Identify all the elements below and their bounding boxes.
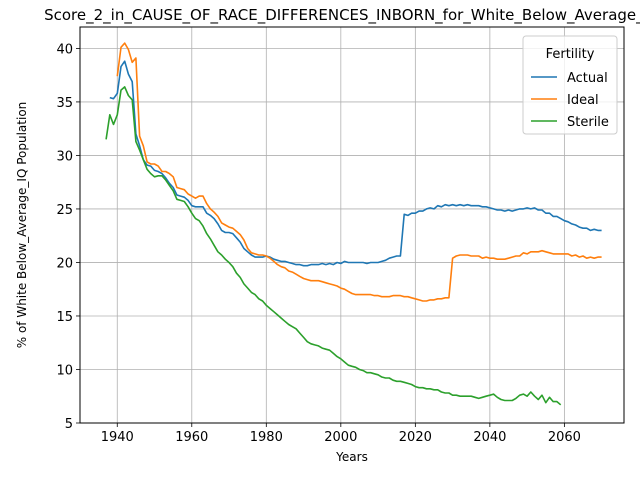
- legend-label-ideal: Ideal: [567, 93, 599, 108]
- y-tick-label: 35: [56, 96, 73, 111]
- y-tick-label: 15: [56, 310, 73, 325]
- y-tick-label: 10: [56, 363, 73, 378]
- x-tick-label: 2060: [548, 430, 581, 445]
- legend-title: Fertility: [546, 47, 595, 62]
- x-tick-label: 1980: [250, 430, 283, 445]
- chart-title: Score_2_in_CAUSE_OF_RACE_DIFFERENCES_INB…: [44, 6, 640, 25]
- y-axis-label: % of White Below_Average_IQ Population: [15, 102, 29, 349]
- x-tick-label: 2000: [324, 430, 357, 445]
- plot-frame: [79, 26, 625, 424]
- legend-box: [522, 35, 618, 135]
- y-tick-label: 5: [65, 417, 73, 432]
- series-lines: [105, 42, 602, 406]
- x-axis: 1940 1960 1980 2000 2020 2040 2060: [101, 423, 581, 445]
- legend: Fertility Actual Ideal Sterile: [522, 35, 618, 135]
- y-axis: 5 10 15 20 25 30 35 40: [56, 42, 80, 432]
- y-tick-label: 25: [56, 203, 73, 218]
- y-tick-label: 20: [56, 256, 73, 271]
- y-tick-label: 30: [56, 149, 73, 164]
- series-line-actual: [109, 60, 602, 267]
- legend-label-sterile: Sterile: [567, 115, 609, 130]
- x-tick-label: 2040: [473, 430, 506, 445]
- x-tick-label: 1960: [175, 430, 208, 445]
- series-line-ideal: [116, 42, 602, 302]
- legend-items: Actual Ideal Sterile: [531, 71, 609, 130]
- y-tick-label: 40: [56, 42, 73, 57]
- series-line-sterile: [105, 86, 562, 406]
- x-tick-label: 1940: [101, 430, 134, 445]
- x-axis-label: Years: [335, 450, 368, 464]
- legend-label-actual: Actual: [567, 71, 608, 86]
- x-tick-label: 2020: [399, 430, 432, 445]
